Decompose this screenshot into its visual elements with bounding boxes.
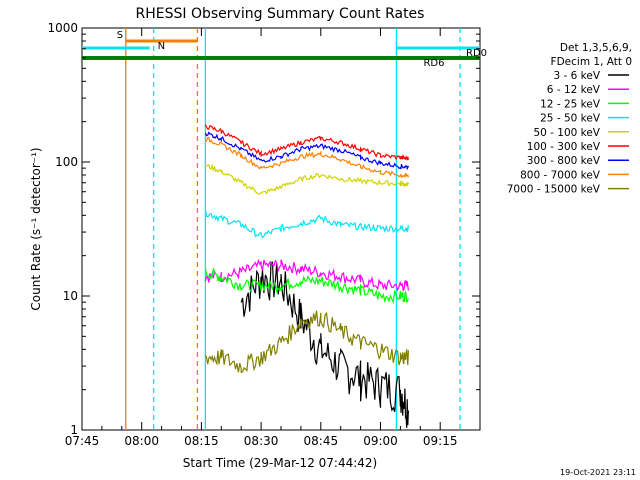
legend-label-7: 800 - 7000 keV [520, 169, 601, 181]
y-tick-label-1: 10 [63, 289, 78, 303]
x-tick-label-2: 08:15 [184, 434, 219, 448]
data-series [204, 124, 409, 428]
legend-label-3: 25 - 50 keV [540, 113, 601, 125]
legend-label-5: 100 - 300 keV [527, 141, 601, 153]
legend: 3 - 6 keV 6 - 12 keV 12 - 25 keV 25 - 50 ke… [507, 70, 629, 196]
y-tick-label-0: 1 [70, 423, 78, 437]
x-axis-label: Start Time (29-Mar-12 07:44:42) [183, 456, 377, 470]
series-line-8 [204, 310, 409, 374]
marker-label-s: S [117, 30, 123, 41]
series-line-6 [204, 131, 409, 171]
series-line-5 [204, 124, 409, 161]
legend-label-1: 6 - 12 keV [547, 84, 601, 96]
marker-label-rd6: RD6 [423, 58, 444, 69]
series-line-4 [205, 163, 409, 195]
legend-header-1: Det 1,3,5,6,9, [560, 42, 632, 54]
legend-header-2: FDecim 1, Att 0 [551, 56, 632, 68]
legend-label-6: 300 - 800 keV [527, 155, 601, 167]
legend-label-4: 50 - 100 keV [533, 127, 600, 139]
legend-label-2: 12 - 25 keV [540, 98, 601, 110]
chart-title: RHESSI Observing Summary Count Rates [136, 6, 425, 22]
series-line-1 [204, 258, 409, 292]
y-tick-label-3: 1000 [47, 21, 78, 35]
legend-label-0: 3 - 6 keV [553, 70, 600, 82]
x-tick-label-3: 08:30 [244, 434, 279, 448]
x-tick-label-5: 09:00 [363, 434, 398, 448]
y-tick-label-2: 100 [55, 155, 78, 169]
x-tick-label-0: 07:45 [65, 434, 100, 448]
x-tick-label-6: 09:15 [423, 434, 458, 448]
marker-label-n: N [158, 41, 165, 52]
series-line-3 [204, 209, 409, 239]
x-tick-label-1: 08:00 [124, 434, 159, 448]
y-axis-label: Count Rate (s⁻¹ detector⁻¹) [29, 147, 43, 310]
series-line-7 [205, 136, 409, 179]
series-line-2 [204, 267, 409, 305]
footer-date: 19-Oct-2021 23:11 [560, 468, 636, 477]
event-markers: S N RD0 RD6 [82, 30, 487, 69]
legend-label-8: 7000 - 15000 keV [507, 184, 601, 196]
event-vlines [125, 28, 461, 430]
axes: 07:45 08:00 08:15 08:30 08:45 09:00 09:15 1 10 10… [47, 21, 480, 448]
x-tick-label-4: 08:45 [304, 434, 339, 448]
marker-label-rd0: RD0 [466, 48, 487, 59]
